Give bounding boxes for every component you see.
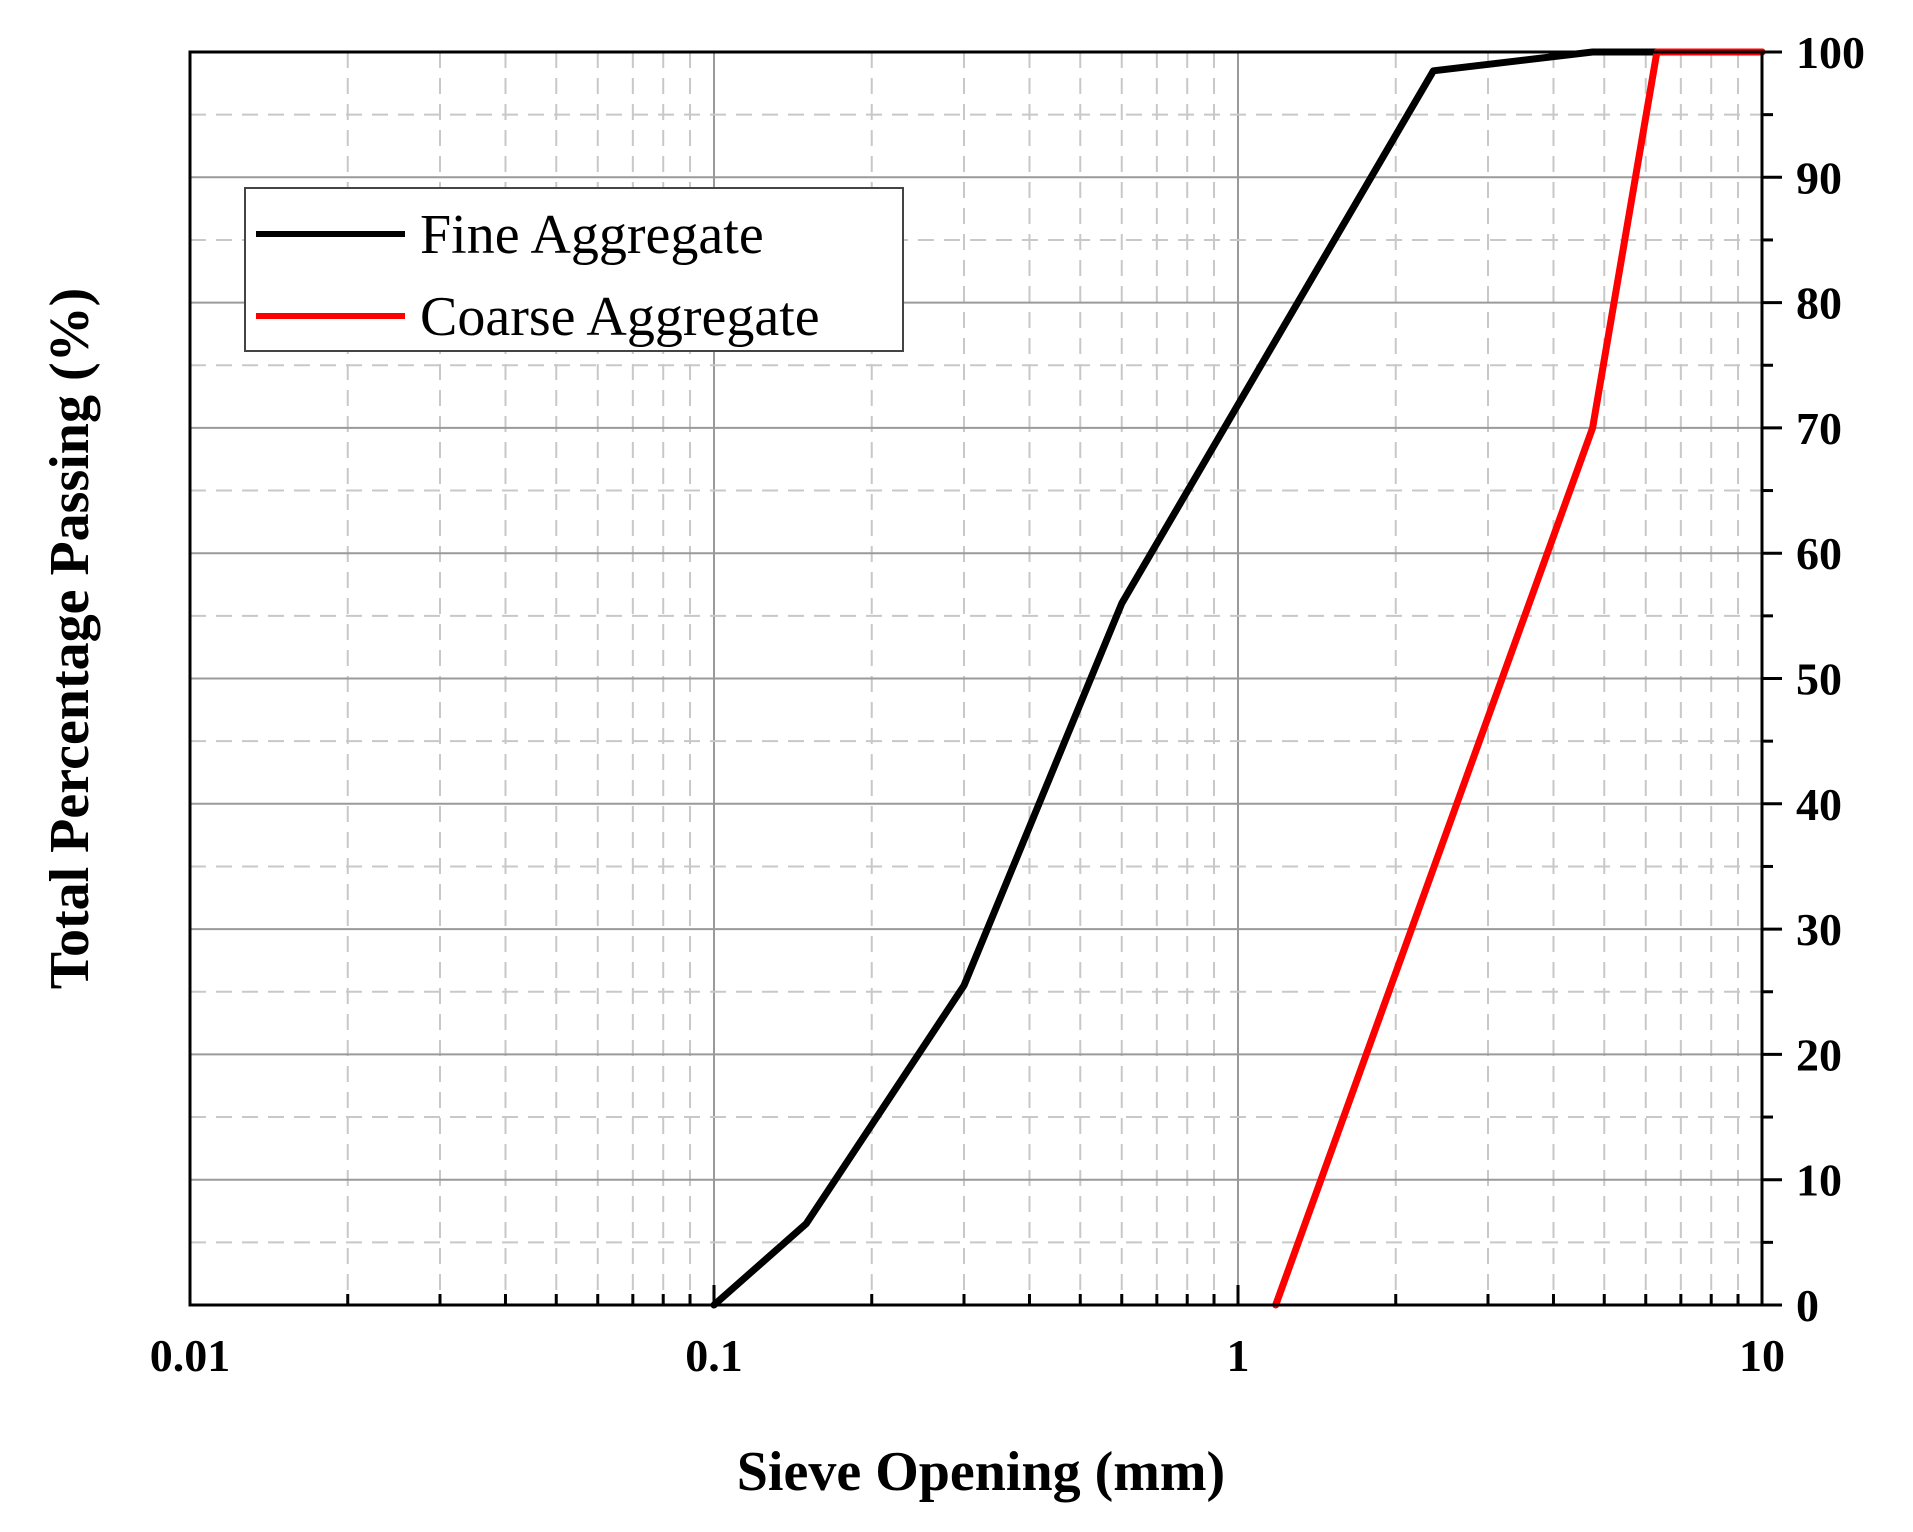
x-tick-labels: 0.01 0.1 1 10 — [150, 1330, 1785, 1381]
y-axis-title: Total Percentage Passing (%) — [39, 288, 101, 989]
legend-box — [244, 187, 904, 352]
y-tick-label: 20 — [1796, 1029, 1842, 1080]
legend: Fine Aggregate Coarse Aggregate — [244, 187, 904, 352]
y-tick-label: 30 — [1796, 904, 1842, 955]
y-tick-label: 80 — [1796, 278, 1842, 329]
y-tick-label: 0 — [1796, 1280, 1819, 1331]
x-tick-label: 0.01 — [150, 1330, 231, 1381]
y-tick-label: 70 — [1796, 403, 1842, 454]
y-tick-label: 40 — [1796, 779, 1842, 830]
y-tick-labels: 0 10 20 30 40 50 60 70 80 90 100 — [1796, 27, 1865, 1331]
y-tick-label: 50 — [1796, 654, 1842, 705]
axis-ticks — [188, 50, 1782, 1307]
y-tick-label: 90 — [1796, 152, 1842, 203]
series-line-fine-aggregate — [710, 48, 1766, 1309]
legend-label-fine-aggregate: Fine Aggregate — [420, 204, 764, 266]
x-axis-title: Sieve Opening (mm) — [737, 1441, 1225, 1503]
y-tick-label: 100 — [1796, 27, 1865, 78]
x-tick-label: 1 — [1227, 1330, 1250, 1381]
x-tick-label: 10 — [1739, 1330, 1785, 1381]
legend-label-coarse-aggregate: Coarse Aggregate — [420, 286, 820, 348]
y-tick-label: 10 — [1796, 1155, 1842, 1206]
x-tick-label: 0.1 — [685, 1330, 743, 1381]
y-tick-label: 60 — [1796, 528, 1842, 579]
